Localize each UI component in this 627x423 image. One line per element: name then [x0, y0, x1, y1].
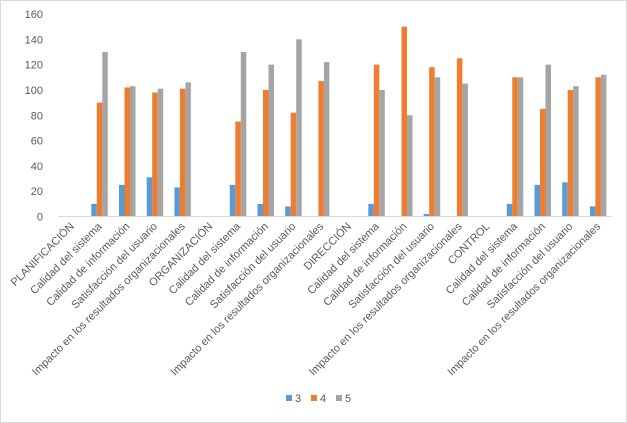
bar-8-series-3 — [257, 203, 263, 217]
bar-13-series-4 — [401, 26, 407, 217]
bar-9-series-5 — [296, 39, 302, 217]
bar-7-series-5 — [240, 51, 247, 217]
bar-3-series-4 — [124, 87, 130, 217]
bar-17-series-5 — [517, 77, 524, 217]
bar-2-series-5 — [102, 51, 108, 217]
bar-7-series-4 — [235, 121, 241, 217]
bar-12-series-4 — [373, 64, 380, 217]
y-tick-label-0: 0 — [37, 212, 43, 224]
legend: 3 4 5 — [286, 393, 351, 405]
bar-8-series-4 — [263, 89, 269, 217]
bar-18-series-5 — [545, 64, 551, 217]
bar-20-series-5 — [600, 74, 607, 217]
legend-label-3: 3 — [295, 393, 301, 405]
bar-18-series-4 — [540, 108, 546, 217]
bar-5-series-5 — [185, 82, 191, 217]
bar-13-series-5 — [407, 115, 413, 217]
bar-20-series-3 — [589, 206, 596, 217]
legend-swatch-3 — [286, 395, 292, 401]
y-tick-label-140: 140 — [25, 34, 43, 46]
y-axis: 0 20 40 60 80 100 120 140 160 — [25, 9, 43, 224]
bar-18-series-3 — [534, 184, 540, 217]
bar-2-series-3 — [91, 203, 97, 217]
bar-3-series-5 — [130, 86, 136, 217]
bar-4-series-4 — [152, 92, 158, 217]
bars — [91, 26, 607, 217]
bar-2-series-4 — [96, 102, 103, 217]
bar-12-series-3 — [368, 203, 374, 217]
bar-9-series-3 — [285, 206, 291, 217]
bar-19-series-4 — [567, 89, 574, 217]
y-tick-label-40: 40 — [31, 161, 43, 173]
bar-14-series-5 — [434, 77, 441, 217]
legend-label-5: 5 — [345, 393, 351, 405]
bar-12-series-5 — [379, 89, 385, 217]
bar-15-series-5 — [462, 83, 468, 217]
y-tick-label-100: 100 — [25, 85, 43, 97]
bar-15-series-4 — [456, 58, 463, 217]
bar-14-series-4 — [429, 67, 435, 217]
bar-5-series-3 — [174, 187, 180, 217]
bar-20-series-4 — [595, 77, 601, 217]
bar-8-series-5 — [268, 64, 274, 217]
legend-swatch-4 — [311, 395, 317, 401]
bar-19-series-5 — [573, 86, 579, 217]
bar-7-series-3 — [229, 184, 236, 217]
bar-9-series-4 — [290, 112, 297, 217]
bar-17-series-4 — [512, 77, 518, 217]
bar-5-series-4 — [179, 88, 186, 217]
bar-19-series-3 — [562, 182, 568, 217]
bar-10-series-5 — [323, 62, 330, 217]
legend-label-4: 4 — [320, 393, 326, 405]
legend-swatch-5 — [336, 395, 342, 401]
bar-4-series-5 — [157, 88, 164, 217]
y-tick-label-120: 120 — [25, 60, 43, 72]
y-tick-label-80: 80 — [31, 110, 43, 122]
bar-3-series-3 — [119, 184, 125, 217]
bar-4-series-3 — [146, 177, 153, 217]
bar-14-series-3 — [423, 213, 430, 217]
y-tick-label-20: 20 — [31, 186, 43, 198]
bar-17-series-3 — [506, 203, 513, 217]
y-tick-label-60: 60 — [31, 136, 43, 148]
x-category-label-11: DIRECCIÓN — [301, 220, 354, 273]
bar-10-series-4 — [318, 81, 324, 217]
y-tick-label-160: 160 — [25, 9, 43, 21]
